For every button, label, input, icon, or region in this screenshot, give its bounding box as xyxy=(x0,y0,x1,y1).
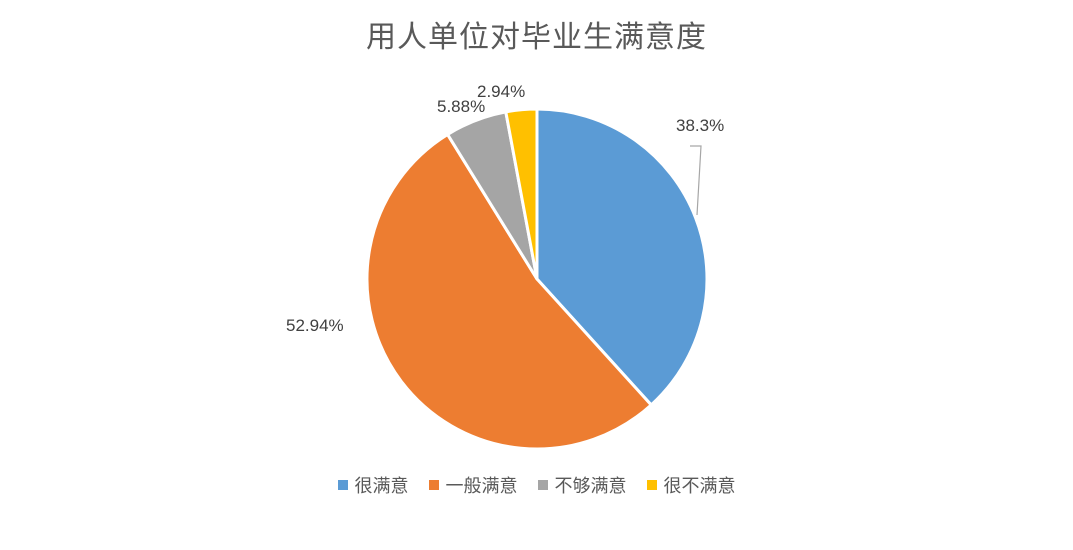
legend-item: 不够满意 xyxy=(537,472,627,498)
data-label: 5.88% xyxy=(437,97,485,116)
legend-label: 很满意 xyxy=(354,476,409,497)
slice-very-dissatisfied xyxy=(504,107,539,281)
legend-label: 一般满意 xyxy=(445,476,518,497)
slice-very-satisfied xyxy=(535,107,709,407)
legend-label: 不够满意 xyxy=(554,476,627,497)
legend-label: 很不满意 xyxy=(663,476,736,497)
legend-item: 很满意 xyxy=(337,472,409,498)
legend: 很满意 一般满意 不够满意 很不满意 xyxy=(0,472,1073,498)
legend-item: 很不满意 xyxy=(646,472,736,498)
slice-generally-satisfied xyxy=(365,132,653,451)
legend-swatch-very-satisfied xyxy=(337,480,348,490)
data-label: 2.94% xyxy=(477,82,525,101)
data-label: 52.94% xyxy=(286,316,344,335)
data-label: 38.3% xyxy=(676,116,724,135)
legend-swatch-very-dissatisfied xyxy=(646,480,657,490)
leader-line xyxy=(690,145,702,216)
legend-swatch-generally-satisfied xyxy=(428,480,439,490)
legend-item: 一般满意 xyxy=(428,472,518,498)
chart-title: 用人单位对毕业生满意度 xyxy=(366,20,707,55)
legend-swatch-not-satisfied xyxy=(537,480,548,490)
